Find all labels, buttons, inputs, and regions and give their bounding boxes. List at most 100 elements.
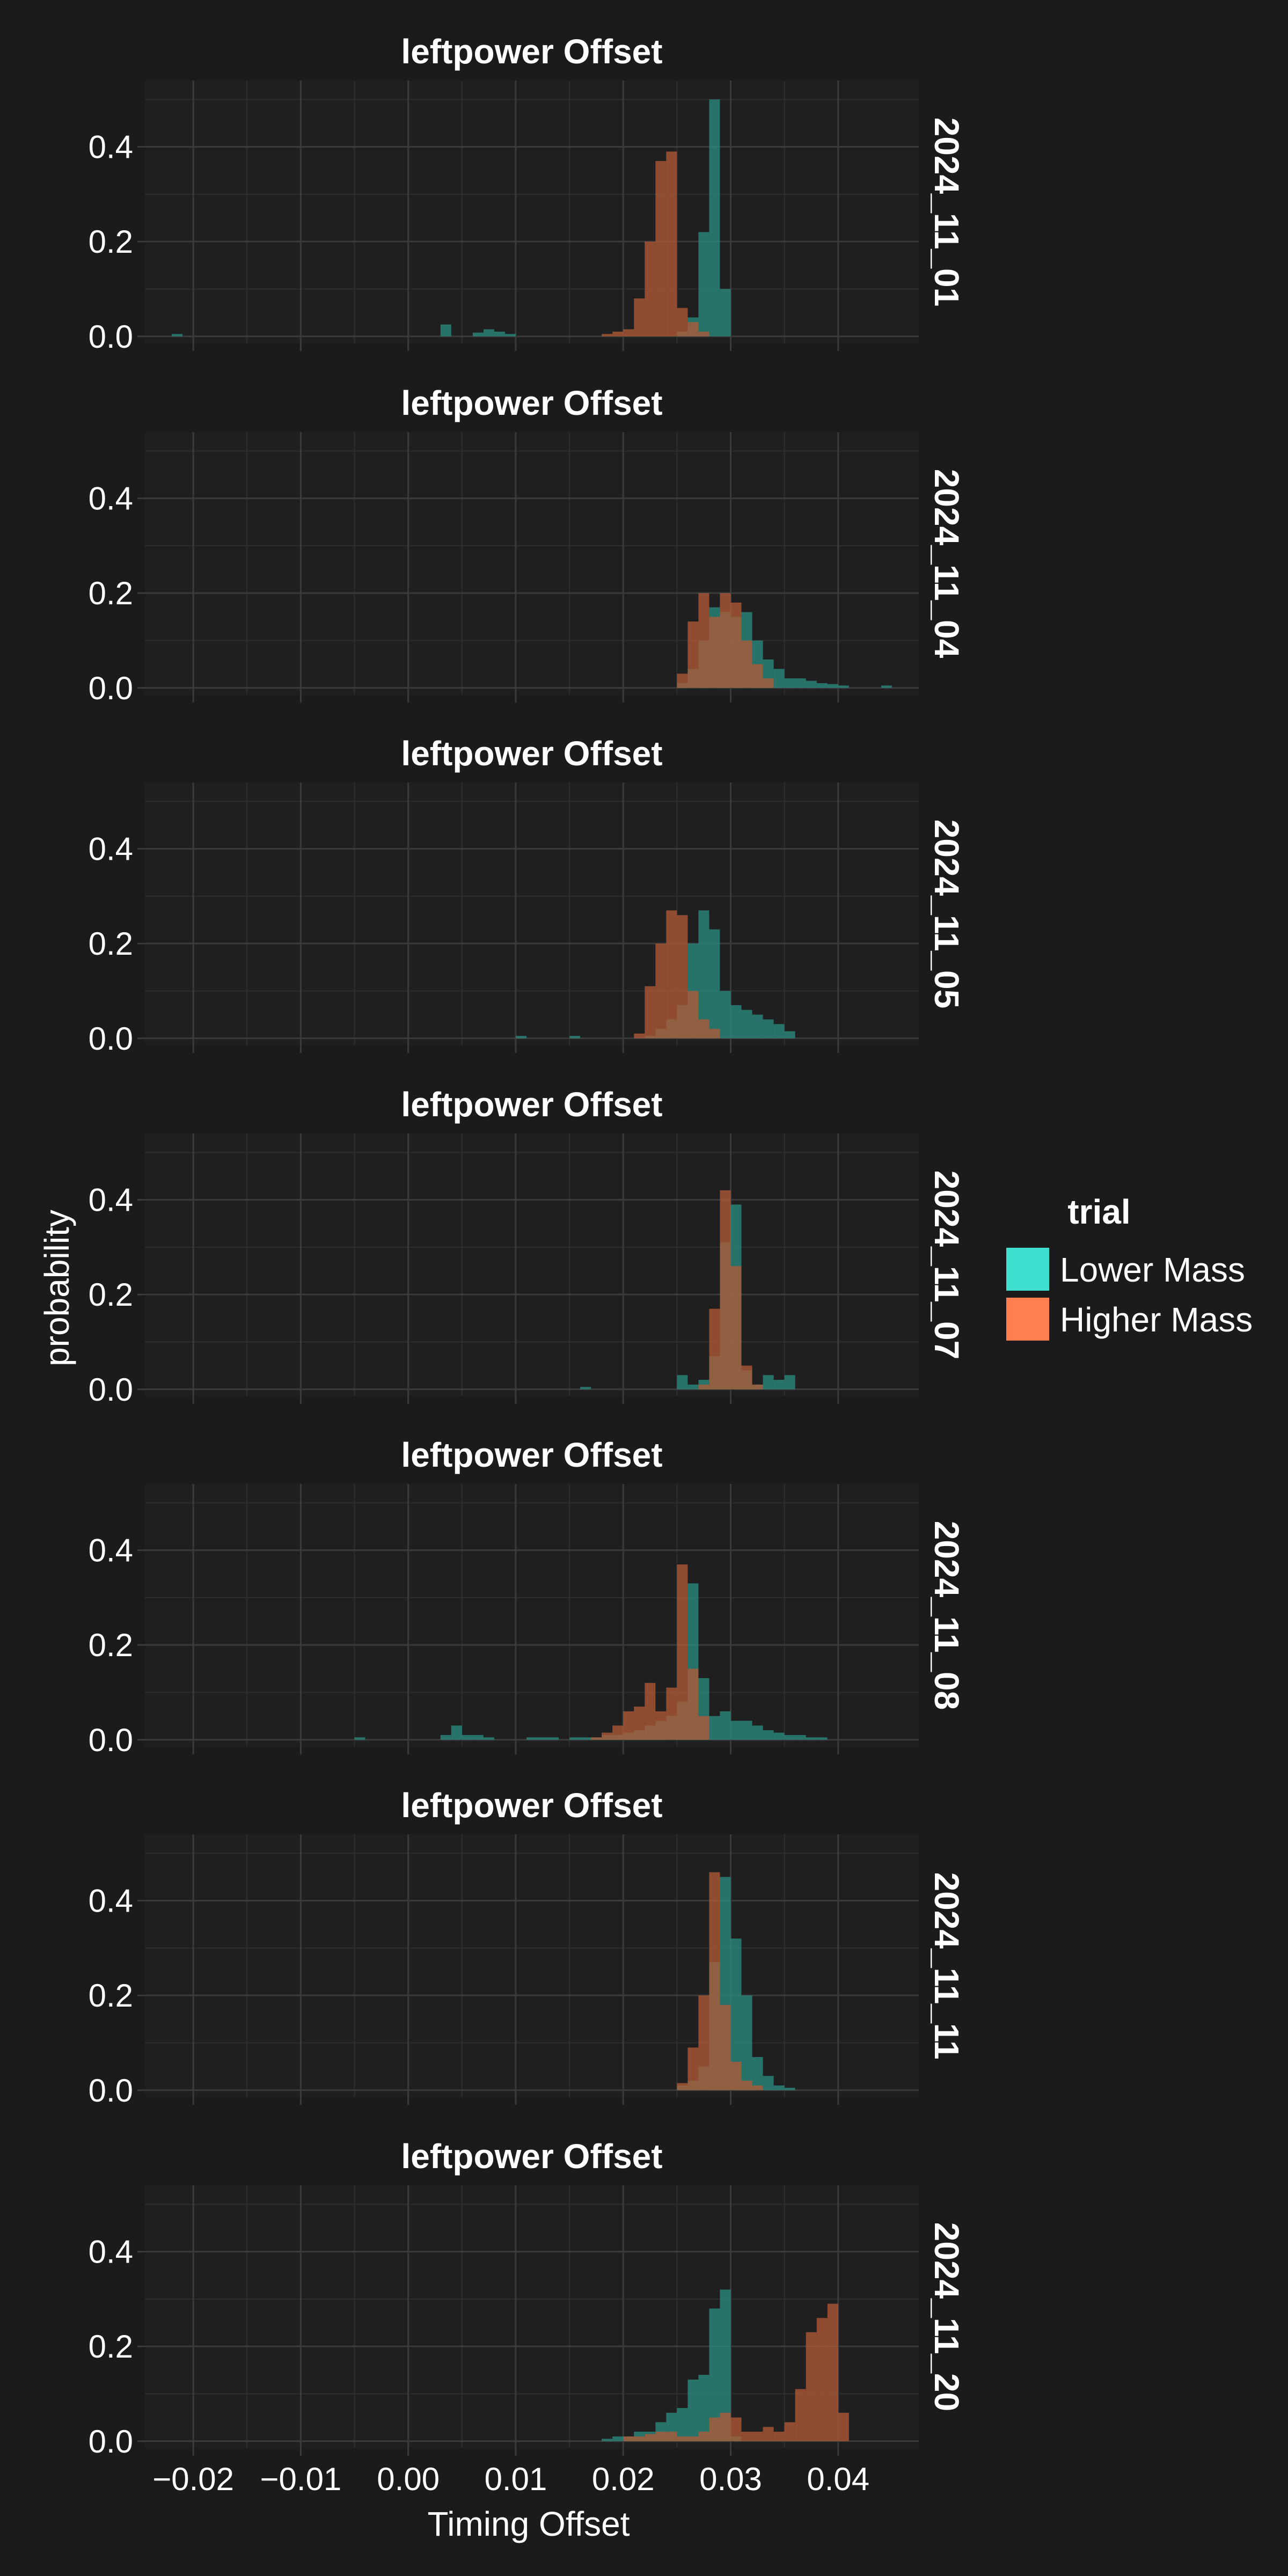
y-tick-label: 0.2 bbox=[89, 1978, 133, 2014]
histogram-bar bbox=[687, 1668, 699, 1740]
histogram-bar bbox=[580, 1737, 591, 1740]
histogram-bar bbox=[698, 1716, 709, 1740]
histogram-bar bbox=[720, 2289, 731, 2441]
histogram-bar bbox=[709, 2308, 720, 2441]
histogram-bar bbox=[795, 678, 806, 688]
histogram-bar bbox=[709, 1308, 720, 1389]
series-higher-mass bbox=[698, 1190, 763, 1389]
histogram-bar bbox=[730, 2061, 742, 2090]
panel-2024_11_01: leftpower Offset 2024_11_01 0.0 0.2 0.4 bbox=[89, 32, 966, 355]
facet-strip-label: 2024_11_07 bbox=[927, 1170, 966, 1359]
histogram-bar bbox=[698, 910, 709, 1038]
histogram-bar bbox=[687, 2379, 699, 2441]
x-tick-label: 0.03 bbox=[699, 2461, 762, 2497]
series-higher-mass bbox=[677, 1872, 763, 2090]
panel-background bbox=[145, 782, 919, 1045]
x-tick-label: −0.02 bbox=[152, 2461, 234, 2497]
histogram-bar bbox=[763, 1730, 774, 1740]
y-tick-label: 0.2 bbox=[89, 1627, 133, 1663]
panel-title: leftpower Offset bbox=[401, 1436, 662, 1474]
histogram-bar bbox=[483, 1737, 494, 1740]
series-higher-mass bbox=[591, 1564, 709, 1740]
histogram-bar bbox=[687, 322, 699, 336]
histogram-bar bbox=[602, 2439, 613, 2441]
y-tick-label: 0.4 bbox=[89, 1883, 133, 1919]
histogram-bar bbox=[773, 2085, 785, 2090]
histogram-bar bbox=[709, 1029, 720, 1038]
histogram-bar bbox=[655, 161, 667, 336]
histogram-bar bbox=[752, 1725, 763, 1740]
histogram-bar bbox=[773, 1024, 785, 1038]
panel-background bbox=[145, 1484, 919, 1747]
histogram-bar bbox=[645, 986, 656, 1038]
histogram-bar bbox=[677, 2407, 688, 2441]
histogram-bar bbox=[773, 2432, 785, 2441]
y-tick-label: 0.0 bbox=[89, 2073, 133, 2109]
histogram-bar bbox=[784, 1735, 795, 1740]
panel-2024_11_04: leftpower Offset 2024_11_04 0.0 0.2 0.4 bbox=[89, 384, 966, 706]
histogram-bar bbox=[677, 1375, 688, 1389]
histogram-bar bbox=[440, 1735, 451, 1740]
facet-strip-label: 2024_11_04 bbox=[927, 469, 966, 658]
y-tick-label: 0.0 bbox=[89, 670, 133, 706]
x-tick-label: 0.04 bbox=[807, 2461, 869, 2497]
histogram-bar bbox=[591, 1737, 602, 1740]
histogram-bar bbox=[687, 2047, 699, 2090]
histogram-bar bbox=[602, 1732, 613, 1740]
y-tick-label: 0.4 bbox=[89, 831, 133, 867]
histogram-bar bbox=[806, 1737, 817, 1740]
legend-label-lower-mass: Lower Mass bbox=[1060, 1250, 1245, 1289]
y-tick-label: 0.4 bbox=[89, 481, 133, 517]
histogram-bar bbox=[720, 289, 731, 336]
histogram-bar bbox=[730, 1938, 742, 2090]
histogram-bar bbox=[709, 99, 720, 336]
histogram-bar bbox=[666, 2432, 677, 2441]
y-tick-label: 0.2 bbox=[89, 224, 133, 260]
series-higher-mass bbox=[634, 910, 720, 1038]
y-tick-label: 0.0 bbox=[89, 319, 133, 355]
histogram-bar bbox=[655, 1711, 667, 1740]
panel-2024_11_07: leftpower Offset 2024_11_07 0.0 0.2 0.4 bbox=[89, 1085, 966, 1408]
histogram-bar bbox=[580, 1387, 591, 1389]
panel-background bbox=[145, 432, 919, 695]
histogram-bar bbox=[677, 2436, 688, 2441]
histogram-bar bbox=[655, 2432, 667, 2441]
legend-key-higher-mass bbox=[1006, 1298, 1049, 1341]
histogram-bar bbox=[720, 1711, 731, 1740]
histogram-bar bbox=[720, 593, 731, 688]
histogram-bar bbox=[666, 1687, 677, 1740]
histogram-bar bbox=[687, 621, 699, 688]
histogram-bar bbox=[784, 1031, 795, 1038]
legend-label-higher-mass: Higher Mass bbox=[1060, 1300, 1253, 1339]
histogram-bar bbox=[602, 334, 613, 336]
histogram-bar bbox=[741, 1721, 752, 1740]
histogram-bar bbox=[709, 929, 720, 1038]
histogram-bar bbox=[752, 2432, 763, 2441]
histogram-bar bbox=[634, 1706, 645, 1740]
histogram-bar bbox=[698, 331, 709, 336]
histogram-bar bbox=[548, 1737, 559, 1740]
histogram-bar bbox=[741, 1995, 752, 2090]
histogram-bar bbox=[763, 678, 774, 688]
histogram-bar bbox=[634, 298, 645, 336]
histogram-bar bbox=[752, 1384, 763, 1389]
histogram-bar bbox=[526, 1737, 538, 1740]
histogram-bar bbox=[773, 669, 785, 688]
histogram-bar bbox=[806, 680, 817, 688]
x-tick-label: 0.00 bbox=[377, 2461, 440, 2497]
y-tick-label: 0.4 bbox=[89, 2234, 133, 2270]
histogram-bar bbox=[752, 664, 763, 688]
histogram-bar bbox=[709, 2417, 720, 2441]
histogram-bar bbox=[472, 332, 484, 336]
facet-strip-label: 2024_11_08 bbox=[927, 1521, 966, 1710]
panel-title: leftpower Offset bbox=[401, 2137, 662, 2176]
histogram-bar bbox=[816, 683, 828, 688]
histogram-bar bbox=[773, 1380, 785, 1389]
histogram-bar bbox=[784, 2422, 795, 2441]
histogram-bar bbox=[504, 334, 516, 336]
y-tick-label: 0.2 bbox=[89, 1277, 133, 1313]
histogram-bar bbox=[741, 2432, 752, 2441]
histogram-bar bbox=[827, 2303, 838, 2441]
histogram-bar bbox=[838, 685, 849, 688]
histogram-bar bbox=[645, 2434, 656, 2441]
